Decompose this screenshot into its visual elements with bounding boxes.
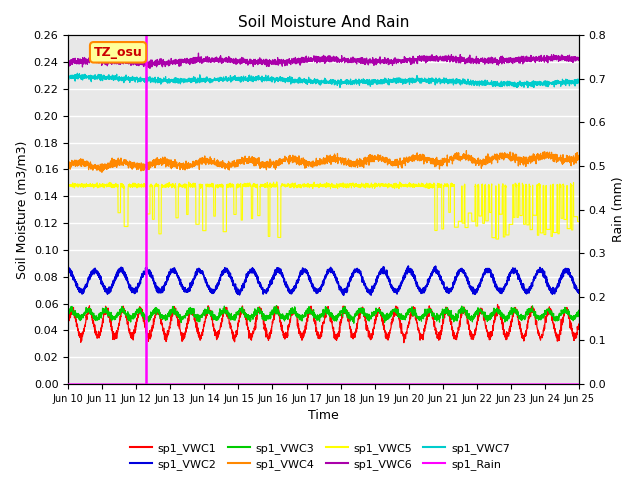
Line: sp1_VWC2: sp1_VWC2 [68, 266, 579, 295]
sp1_VWC1 [123, 314, 131, 320]
sp1_VWC6 [565, 56, 573, 61]
sp1_VWC5 [511, 215, 518, 220]
sp1_VWC3 [511, 305, 518, 311]
Line: sp1_VWC4: sp1_VWC4 [68, 151, 579, 172]
sp1_VWC6 [153, 62, 161, 68]
sp1_VWC7 [260, 77, 268, 83]
sp1_VWC1 [493, 301, 501, 307]
sp1_VWC5 [153, 183, 161, 189]
sp1_VWC6 [283, 60, 291, 66]
sp1_VWC3 [64, 311, 72, 317]
sp1_VWC7 [575, 79, 583, 84]
sp1_VWC4 [463, 148, 470, 154]
sp1_VWC7 [565, 81, 573, 86]
sp1_VWC4 [64, 160, 72, 166]
sp1_VWC5 [575, 218, 583, 224]
sp1_VWC7 [74, 71, 81, 76]
sp1_VWC7 [524, 84, 532, 90]
sp1_VWC5 [273, 179, 281, 185]
sp1_VWC5 [282, 182, 290, 188]
Text: TZ_osu: TZ_osu [93, 46, 143, 59]
sp1_VWC6 [64, 62, 72, 68]
sp1_Rain [64, 381, 72, 387]
sp1_VWC5 [565, 226, 573, 231]
sp1_VWC3 [273, 303, 280, 309]
sp1_VWC3 [565, 312, 573, 318]
Line: sp1_VWC7: sp1_VWC7 [68, 73, 579, 87]
sp1_VWC2 [340, 292, 348, 298]
sp1_VWC2 [260, 288, 268, 294]
sp1_VWC2 [64, 270, 72, 276]
Y-axis label: Rain (mm): Rain (mm) [612, 177, 625, 242]
sp1_VWC2 [575, 290, 583, 296]
sp1_VWC2 [565, 270, 573, 276]
sp1_VWC1 [400, 340, 408, 346]
sp1_VWC5 [260, 182, 268, 188]
sp1_VWC5 [492, 236, 500, 242]
sp1_Rain [282, 381, 290, 387]
sp1_VWC4 [575, 156, 583, 162]
sp1_VWC4 [282, 157, 290, 163]
sp1_VWC1 [565, 314, 573, 320]
sp1_VWC1 [511, 305, 518, 311]
Title: Soil Moisture And Rain: Soil Moisture And Rain [238, 15, 409, 30]
sp1_VWC1 [260, 323, 268, 329]
sp1_VWC3 [575, 308, 583, 314]
Line: sp1_VWC5: sp1_VWC5 [68, 182, 579, 239]
sp1_VWC1 [282, 333, 290, 339]
sp1_VWC2 [123, 277, 131, 283]
sp1_VWC4 [98, 169, 106, 175]
sp1_VWC6 [146, 65, 154, 71]
sp1_VWC3 [282, 312, 290, 317]
sp1_Rain [153, 381, 161, 387]
sp1_VWC1 [153, 312, 161, 317]
sp1_Rain [510, 381, 518, 387]
sp1_VWC5 [64, 181, 72, 187]
sp1_VWC6 [511, 58, 518, 63]
sp1_VWC5 [123, 224, 131, 229]
sp1_VWC7 [153, 79, 161, 85]
Line: sp1_VWC3: sp1_VWC3 [68, 306, 579, 323]
Line: sp1_VWC1: sp1_VWC1 [68, 304, 579, 343]
sp1_VWC4 [511, 154, 518, 160]
sp1_VWC6 [260, 61, 268, 67]
sp1_Rain [575, 381, 583, 387]
sp1_VWC4 [260, 163, 268, 169]
Line: sp1_VWC6: sp1_VWC6 [68, 53, 579, 68]
sp1_Rain [565, 381, 573, 387]
sp1_VWC7 [510, 84, 518, 90]
sp1_VWC4 [153, 156, 161, 161]
sp1_VWC1 [64, 320, 72, 325]
sp1_Rain [123, 381, 131, 387]
sp1_VWC2 [511, 267, 518, 273]
sp1_VWC3 [260, 312, 268, 318]
sp1_VWC2 [153, 285, 161, 290]
sp1_VWC6 [123, 58, 131, 64]
sp1_VWC1 [575, 321, 583, 327]
sp1_VWC4 [565, 156, 573, 161]
X-axis label: Time: Time [308, 409, 339, 422]
Y-axis label: Soil Moisture (m3/m3): Soil Moisture (m3/m3) [15, 141, 28, 279]
sp1_Rain [260, 381, 268, 387]
sp1_VWC6 [195, 50, 202, 56]
sp1_VWC4 [123, 159, 131, 165]
sp1_VWC3 [123, 312, 131, 317]
sp1_VWC2 [404, 263, 412, 269]
sp1_VWC6 [575, 55, 583, 61]
sp1_VWC7 [282, 77, 290, 83]
sp1_VWC7 [123, 76, 131, 82]
sp1_VWC2 [282, 279, 290, 285]
Legend: sp1_VWC1, sp1_VWC2, sp1_VWC3, sp1_VWC4, sp1_VWC5, sp1_VWC6, sp1_VWC7, sp1_Rain: sp1_VWC1, sp1_VWC2, sp1_VWC3, sp1_VWC4, … [125, 438, 515, 474]
sp1_VWC3 [350, 320, 358, 326]
sp1_VWC7 [64, 76, 72, 82]
sp1_VWC3 [153, 308, 161, 314]
